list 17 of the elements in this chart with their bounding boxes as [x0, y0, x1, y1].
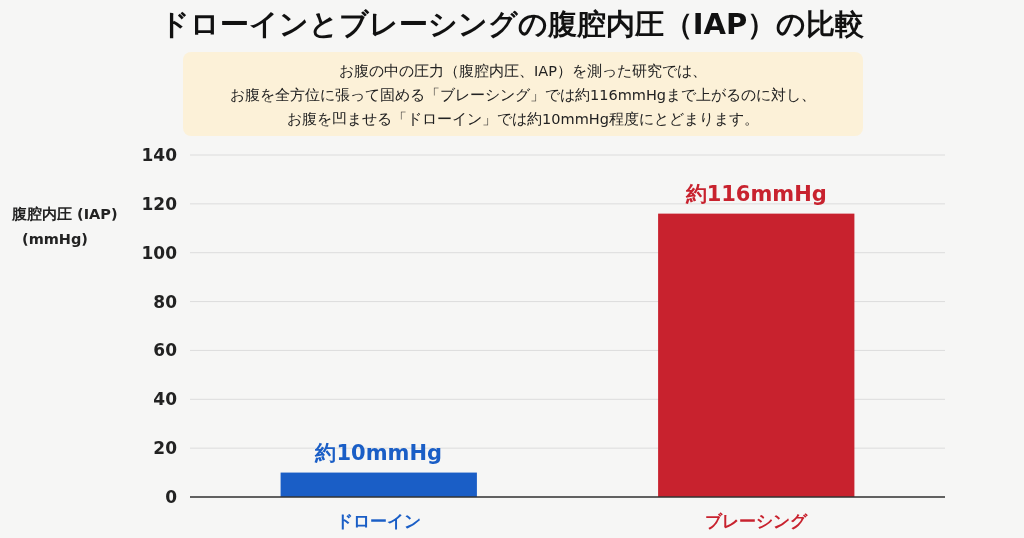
chart-title: ドローインとブレーシングの腹腔内圧（IAP）の比較 [159, 7, 865, 41]
y-tick-label: 100 [141, 242, 178, 263]
y-tick-label: 0 [165, 487, 178, 507]
y-tick-label: 140 [141, 145, 178, 165]
x-tick-label: ドローイン [336, 511, 422, 531]
data-label: 約116mmHg [684, 181, 827, 206]
text: お腹の中の圧力（腹腔内圧、IAP）を測った研究では、 [339, 63, 707, 79]
data-label: 約10mmHg [314, 440, 443, 465]
y-tick-label: 120 [141, 193, 178, 214]
y-tick-label: 40 [153, 389, 178, 410]
text: お腹を凹ませる「ドローイン」では約10mmHg程度にとどまります。 [287, 111, 759, 127]
text: お腹を全方位に張って固める「ブレーシング」では約116mmHgまで上がるのに対し、 [229, 87, 817, 103]
y-tick-label: 20 [153, 438, 178, 459]
y-tick-label: 80 [153, 291, 178, 312]
x-tick-label: ブレーシング [705, 511, 809, 531]
y-tick-label: 60 [153, 340, 178, 361]
y-axis-title: 腹腔内圧 (IAP) (mmHg) [11, 206, 118, 247]
